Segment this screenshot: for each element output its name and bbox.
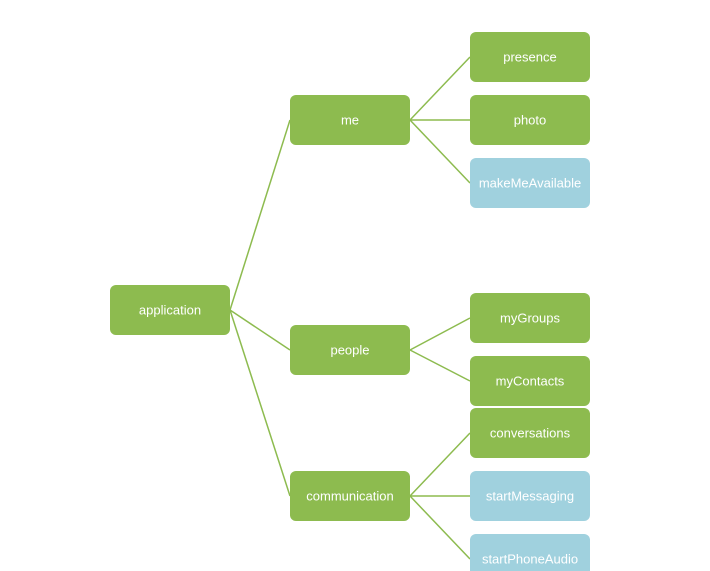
tree-node-myContacts: myContacts [470, 356, 590, 406]
tree-edge [230, 310, 290, 496]
tree-node-myGroups: myGroups [470, 293, 590, 343]
tree-node-label: me [341, 112, 359, 127]
tree-node-startMessaging: startMessaging [470, 471, 590, 521]
tree-node-label: conversations [490, 425, 571, 440]
tree-edge [410, 350, 470, 381]
tree-node-communication: communication [290, 471, 410, 521]
tree-node-startPhoneAudio: startPhoneAudio [470, 534, 590, 571]
tree-node-label: startMessaging [486, 488, 574, 503]
tree-edge [230, 120, 290, 310]
tree-edge [410, 433, 470, 496]
tree-node-label: startPhoneAudio [482, 551, 578, 566]
tree-node-label: myGroups [500, 310, 560, 325]
tree-diagram: application me people communication presence… [0, 0, 710, 571]
tree-node-photo: photo [470, 95, 590, 145]
tree-edge [410, 318, 470, 350]
tree-node-presence: presence [470, 32, 590, 82]
tree-node-me: me [290, 95, 410, 145]
tree-edge [230, 310, 290, 350]
tree-node-label: communication [306, 488, 393, 503]
tree-node-label: people [330, 342, 369, 357]
tree-node-application: application [110, 285, 230, 335]
tree-node-label: myContacts [496, 373, 565, 388]
tree-node-label: photo [514, 112, 547, 127]
tree-node-makeMeAvailable: makeMeAvailable [470, 158, 590, 208]
tree-edge [410, 496, 470, 559]
nodes-layer: application me people communication presence… [110, 32, 590, 571]
tree-node-label: application [139, 302, 201, 317]
tree-edge [410, 57, 470, 120]
tree-node-people: people [290, 325, 410, 375]
tree-node-label: presence [503, 49, 556, 64]
tree-node-label: makeMeAvailable [479, 175, 581, 190]
tree-node-conversations: conversations [470, 408, 590, 458]
tree-edge [410, 120, 470, 183]
